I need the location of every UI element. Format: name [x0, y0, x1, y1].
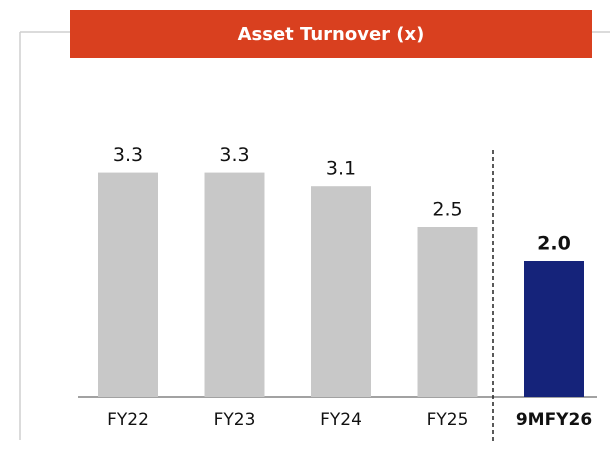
- chart-title: Asset Turnover (x): [238, 24, 425, 45]
- value-label: 3.3: [113, 144, 143, 166]
- value-label: 3.1: [326, 158, 356, 180]
- value-label: 2.0: [537, 233, 571, 255]
- bar: [524, 261, 584, 397]
- title-banner: [70, 10, 592, 58]
- x-tick-label: FY23: [214, 410, 256, 430]
- x-tick-label: FY22: [107, 410, 149, 430]
- x-tick-label: 9MFY26: [516, 410, 592, 430]
- bar: [311, 186, 371, 397]
- bar: [417, 227, 478, 397]
- x-tick-label: FY24: [320, 410, 362, 430]
- bar: [204, 172, 265, 397]
- x-tick-label: FY25: [427, 410, 469, 430]
- bar: [98, 172, 158, 397]
- value-label: 3.3: [219, 144, 249, 166]
- value-label: 2.5: [432, 199, 462, 221]
